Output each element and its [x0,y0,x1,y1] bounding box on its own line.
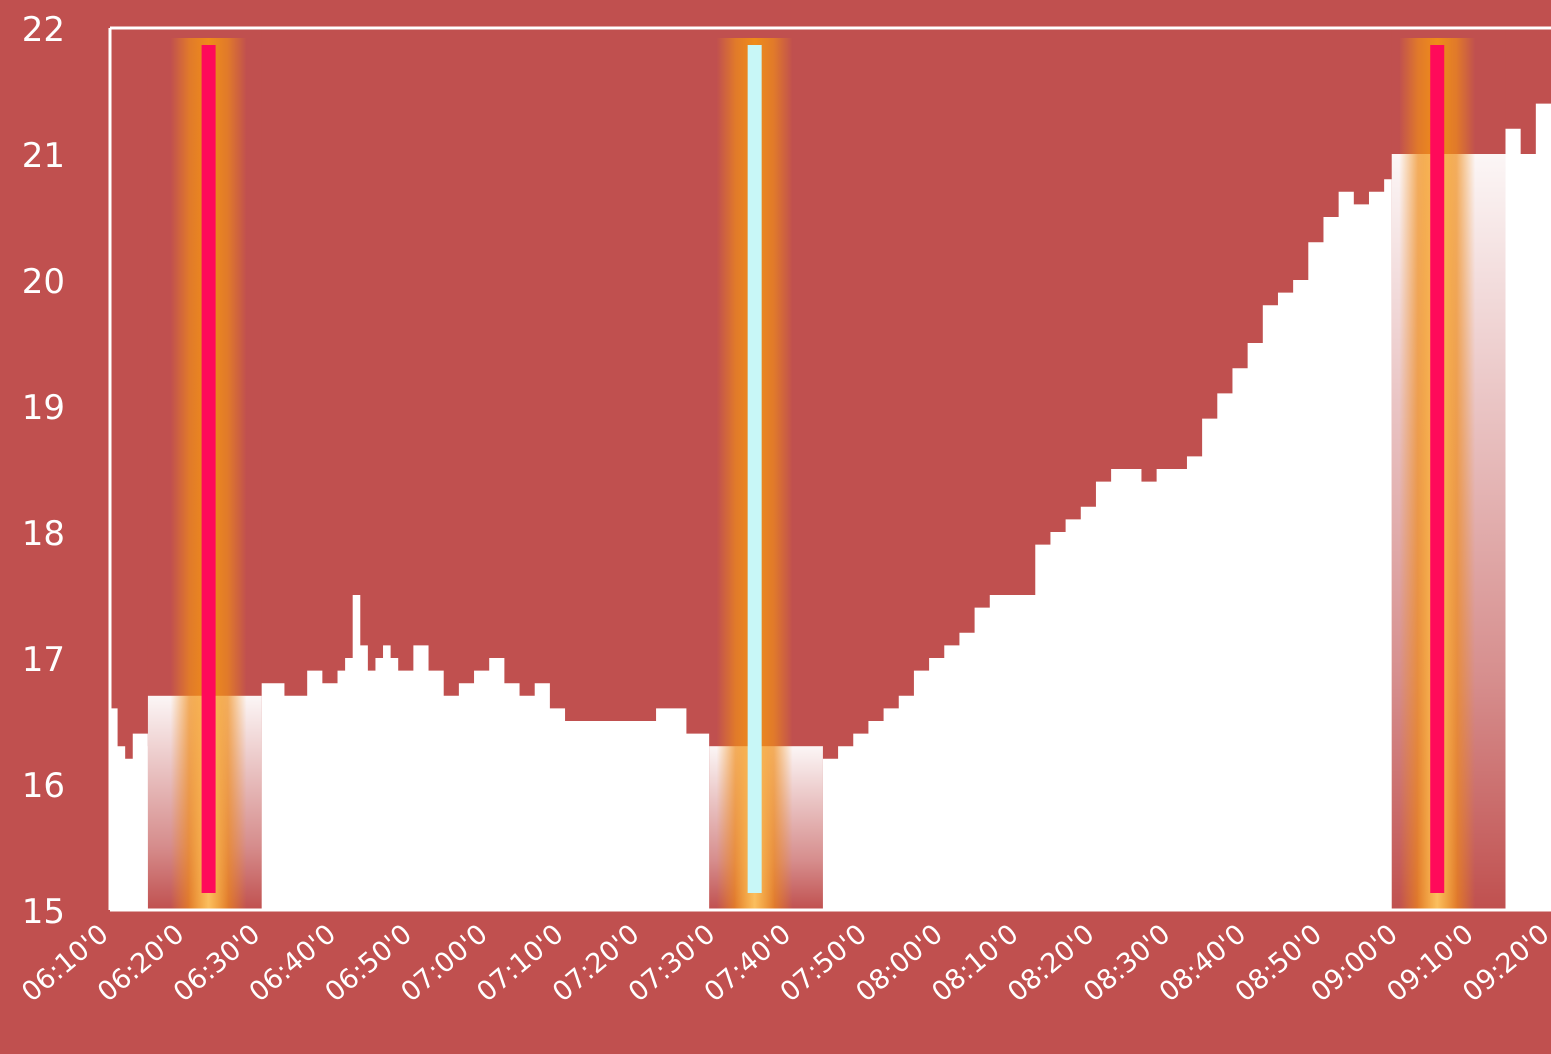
y-tick-label: 16 [22,766,65,806]
y-tick-label: 15 [22,892,65,932]
y-tick-label: 19 [22,388,65,428]
marker-layer [201,45,1445,893]
marker-line-2 [747,45,762,893]
y-tick-label: 17 [22,640,65,680]
y-tick-label: 22 [22,10,65,50]
area-layer [110,91,1551,910]
marker-line-1 [201,45,216,893]
axis-layer [108,26,1551,912]
marker-line-3 [1430,45,1445,893]
x-tick-label: 09:20'0 [1457,919,1551,1009]
y-tick-label: 18 [22,514,65,554]
area-series [110,91,1551,910]
y-tick-label: 21 [22,136,65,176]
y-tick-label: 20 [22,262,65,302]
